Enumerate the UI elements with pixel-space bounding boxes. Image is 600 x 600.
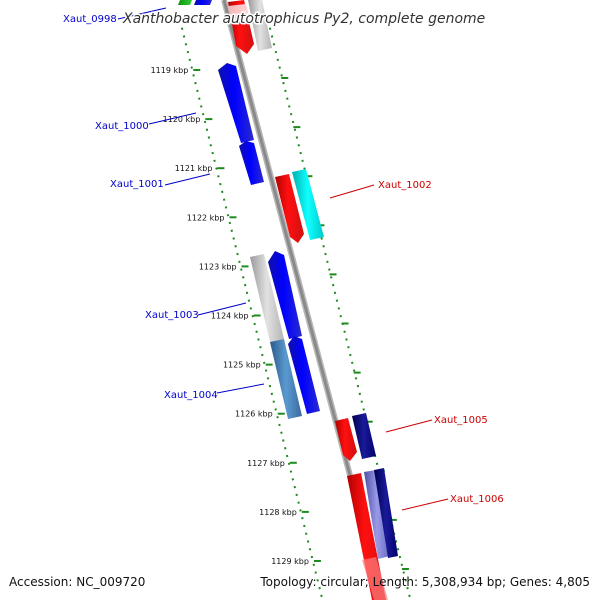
leader-xaut-1005 [385, 419, 433, 433]
tick-label: 1120 kbp [163, 115, 201, 124]
gene-xaut-1003[interactable] [268, 251, 302, 339]
gene-xaut-1001[interactable] [239, 141, 264, 185]
tick-label: 1129 kbp [271, 557, 309, 566]
gene-xaut-1003-gray[interactable] [250, 254, 284, 342]
tick-rail-right [267, 19, 411, 599]
gene-label-xaut-0998[interactable]: Xaut_0998 [63, 14, 117, 25]
map-title: Xanthobacter autotrophicus Py2, complete… [122, 11, 485, 27]
tick-label: 1127 kbp [247, 459, 285, 468]
gene-blue-top[interactable] [194, 0, 212, 5]
genome-summary-text: Topology: circular; Length: 5,308,934 bp… [259, 575, 590, 589]
gene-label-xaut-1000[interactable]: Xaut_1000 [95, 121, 149, 132]
gene-xaut-1006-slate[interactable] [364, 470, 390, 559]
gene-pink-top[interactable] [228, 4, 250, 23]
gene-gray-top[interactable] [248, 0, 272, 51]
tick-label: 1124 kbp [211, 312, 249, 321]
leader-xaut-1000 [148, 112, 197, 125]
gene-label-xaut-1001[interactable]: Xaut_1001 [110, 179, 164, 190]
gene-xaut-1000[interactable] [218, 63, 254, 143]
gene-xaut-1002-cyan[interactable] [292, 169, 324, 240]
gene-label-xaut-1006[interactable]: Xaut_1006 [450, 494, 504, 505]
gene-green-top[interactable] [178, 0, 192, 5]
tick-label: 1122 kbp [187, 213, 225, 222]
tick-rail-left [179, 19, 323, 599]
gene-xaut-1006-navy[interactable] [374, 468, 398, 558]
gene-xaut-1004-steel[interactable] [270, 339, 302, 419]
leader-xaut-1001 [164, 173, 211, 186]
gene-label-xaut-1005[interactable]: Xaut_1005 [434, 415, 488, 426]
gene-xaut-1005[interactable] [335, 418, 357, 461]
leader-xaut-1002 [329, 184, 375, 199]
leader-xaut-1003 [197, 302, 247, 316]
gene-xaut-1005-navy[interactable] [352, 413, 376, 459]
tick-label: 1125 kbp [223, 361, 261, 370]
accession-text: Accession: NC_009720 [9, 575, 145, 589]
leader-xaut-0998 [117, 7, 167, 20]
gene-label-xaut-1002[interactable]: Xaut_1002 [378, 180, 432, 191]
gene-label-xaut-1003[interactable]: Xaut_1003 [145, 310, 199, 321]
leader-xaut-1006 [401, 498, 449, 511]
leader-lines [117, 7, 449, 511]
tick-label: 1123 kbp [199, 262, 237, 271]
forward-genes [178, 0, 320, 419]
tick-label: 1128 kbp [259, 508, 297, 517]
gene-xaut-1004[interactable] [288, 336, 320, 414]
reverse-genes [228, 0, 398, 600]
tick-label: 1121 kbp [175, 164, 213, 173]
gene-red-bottom-light[interactable] [362, 557, 388, 600]
tick-label: 1126 kbp [235, 410, 273, 419]
gene-label-xaut-1004[interactable]: Xaut_1004 [164, 390, 218, 401]
gene-labels: Xaut_0998 Xaut_1000 Xaut_1001 Xaut_1002 … [63, 14, 504, 505]
tick-label: 1119 kbp [151, 66, 189, 75]
leader-xaut-1004 [216, 383, 265, 394]
gene-xaut-1002[interactable] [275, 174, 304, 243]
